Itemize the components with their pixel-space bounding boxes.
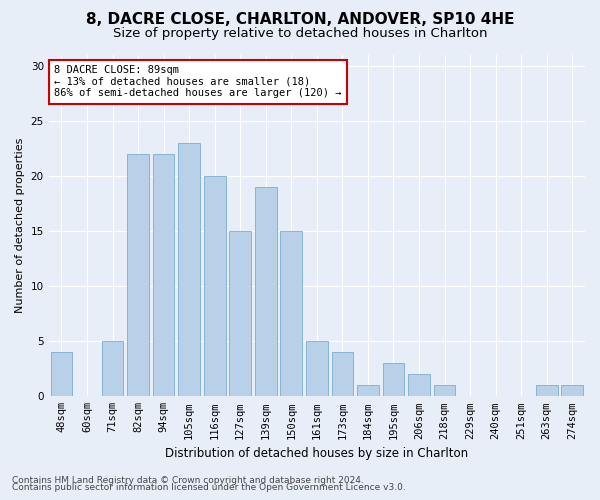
- Bar: [562, 386, 583, 396]
- Bar: [229, 231, 251, 396]
- Text: 8, DACRE CLOSE, CHARLTON, ANDOVER, SP10 4HE: 8, DACRE CLOSE, CHARLTON, ANDOVER, SP10 …: [86, 12, 514, 28]
- Bar: [280, 231, 302, 396]
- Bar: [383, 364, 404, 396]
- Bar: [178, 143, 200, 397]
- Bar: [357, 386, 379, 396]
- Text: Contains public sector information licensed under the Open Government Licence v3: Contains public sector information licen…: [12, 484, 406, 492]
- Bar: [434, 386, 455, 396]
- Bar: [127, 154, 149, 396]
- Bar: [332, 352, 353, 397]
- Text: Size of property relative to detached houses in Charlton: Size of property relative to detached ho…: [113, 28, 487, 40]
- Bar: [255, 187, 277, 396]
- Bar: [101, 342, 124, 396]
- Bar: [50, 352, 72, 397]
- Bar: [204, 176, 226, 396]
- Bar: [408, 374, 430, 396]
- Bar: [306, 342, 328, 396]
- Bar: [536, 386, 557, 396]
- Text: Contains HM Land Registry data © Crown copyright and database right 2024.: Contains HM Land Registry data © Crown c…: [12, 476, 364, 485]
- X-axis label: Distribution of detached houses by size in Charlton: Distribution of detached houses by size …: [165, 447, 469, 460]
- Bar: [153, 154, 175, 396]
- Y-axis label: Number of detached properties: Number of detached properties: [15, 138, 25, 314]
- Text: 8 DACRE CLOSE: 89sqm
← 13% of detached houses are smaller (18)
86% of semi-detac: 8 DACRE CLOSE: 89sqm ← 13% of detached h…: [54, 65, 341, 98]
